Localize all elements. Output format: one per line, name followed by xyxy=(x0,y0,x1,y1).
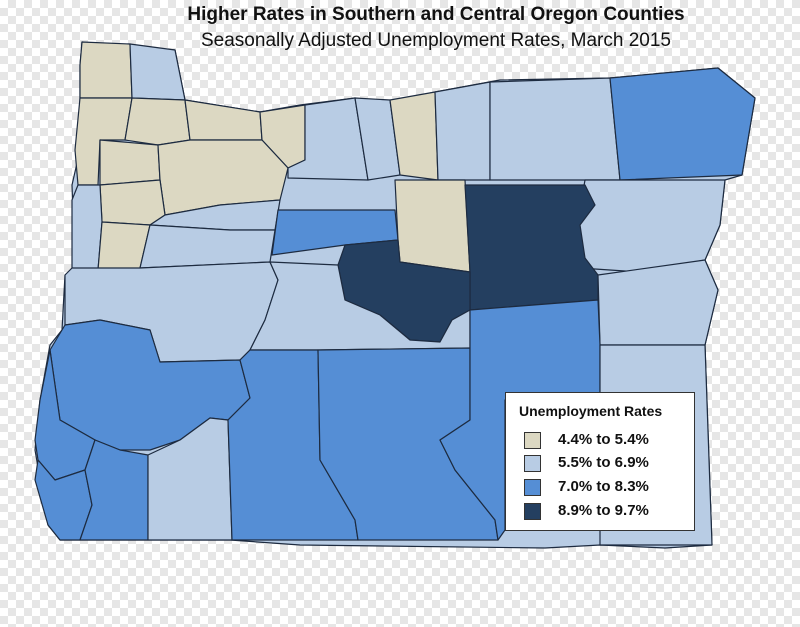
legend-label: 8.9% to 9.7% xyxy=(558,502,649,519)
county-union xyxy=(577,179,726,273)
legend-label: 4.4% to 5.4% xyxy=(558,431,649,448)
legend-title: Unemployment Rates xyxy=(519,403,663,419)
county-polk xyxy=(99,179,166,226)
legend-swatch xyxy=(524,455,541,472)
county-harney xyxy=(439,299,601,541)
county-linn xyxy=(139,224,276,269)
county-columbia xyxy=(129,43,186,101)
county-yamhill xyxy=(99,139,161,186)
legend-label: 5.5% to 6.9% xyxy=(558,454,649,471)
map-subtitle: Seasonally Adjusted Unemployment Rates, … xyxy=(201,30,671,51)
county-washington xyxy=(124,97,191,146)
legend-swatch xyxy=(524,479,541,496)
map-title: Higher Rates in Southern and Central Ore… xyxy=(187,4,685,25)
county-umatilla xyxy=(489,77,621,181)
legend-swatch xyxy=(524,432,541,449)
county-baker xyxy=(597,259,719,346)
county-lincoln xyxy=(71,184,103,271)
legend-label: 7.0% to 8.3% xyxy=(558,478,649,495)
county-josephine xyxy=(79,439,149,541)
county-grant xyxy=(464,184,599,311)
county-wallowa xyxy=(609,67,756,181)
county-multnomah xyxy=(184,99,263,141)
county-morrow xyxy=(434,81,491,181)
legend-swatch xyxy=(524,503,541,520)
county-wheeler xyxy=(394,179,471,273)
county-deschutes xyxy=(249,261,471,351)
legend: Unemployment Rates 4.4% to 5.4% 5.5% to … xyxy=(505,392,695,531)
